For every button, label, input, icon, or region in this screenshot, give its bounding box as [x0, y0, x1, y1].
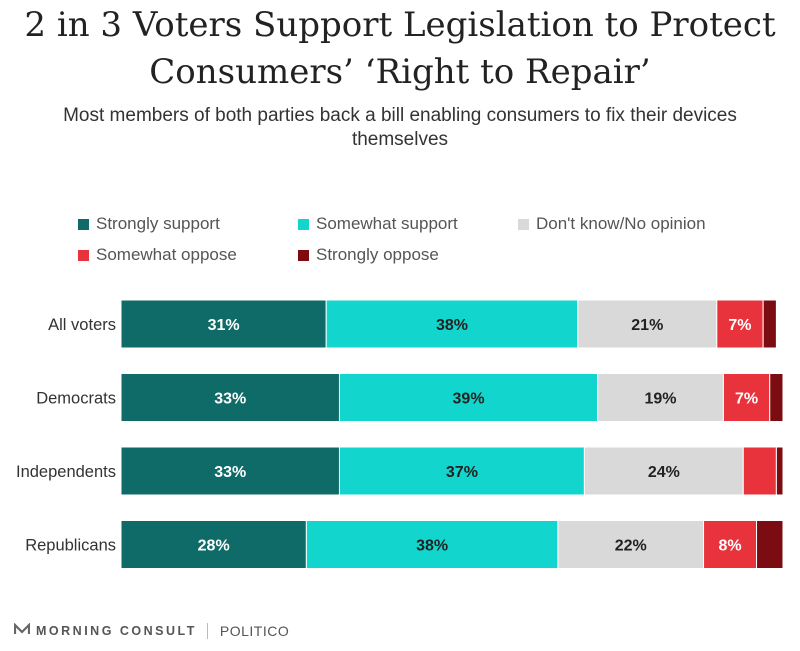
chart-title: 2 in 3 Voters Support Legislation to Pro… — [0, 2, 800, 96]
data-label: 38% — [436, 317, 468, 334]
legend-swatch-somewhat-support — [298, 219, 309, 230]
legend-label: Somewhat support — [316, 214, 458, 233]
data-label: 39% — [453, 391, 485, 408]
morning-consult-logo-icon — [13, 622, 31, 640]
bar-segment — [742, 446, 777, 496]
legend-swatch-strongly-oppose — [298, 250, 309, 261]
legend-item-somewhat-oppose: Somewhat oppose — [78, 245, 237, 265]
data-label: 38% — [416, 538, 448, 555]
bar-segment — [305, 520, 559, 569]
legend-item-dont-know: Don't know/No opinion — [518, 214, 706, 234]
legend-label: Don't know/No opinion — [536, 214, 706, 233]
bar-segment — [557, 520, 705, 569]
bar-segment — [762, 299, 777, 349]
bar-segment — [120, 373, 340, 422]
bar-segment — [120, 520, 307, 569]
stacked-bar-chart: All voters 31% 38% 21% 7% Democrats 33% 39% 19% 7… — [16, 299, 784, 569]
data-label: 8% — [718, 538, 741, 555]
data-label: 24% — [648, 464, 680, 481]
legend-label: Somewhat oppose — [96, 245, 237, 264]
data-label: 21% — [631, 317, 663, 334]
chart-subtitle-line-1: Most members of both parties back a bill… — [63, 105, 737, 126]
chart-subtitle-line-2: themselves — [351, 129, 449, 150]
bar-segment — [583, 446, 744, 496]
legend-swatch-somewhat-oppose — [78, 250, 89, 261]
legend-label: Strongly oppose — [316, 245, 439, 264]
data-label: 33% — [214, 464, 246, 481]
category-label: Republicans — [25, 537, 116, 555]
bar-segment — [577, 299, 718, 349]
data-label: 19% — [645, 391, 677, 408]
category-label: All voters — [48, 316, 116, 334]
bar-segment — [325, 299, 579, 349]
legend-item-strongly-support: Strongly support — [78, 214, 220, 234]
bar-segment — [722, 373, 771, 422]
legend-label: Strongly support — [96, 214, 220, 233]
bar-segment — [120, 446, 340, 496]
data-label: 31% — [208, 317, 240, 334]
morning-consult-label: MORNING CONSULT — [36, 624, 197, 638]
data-label: 22% — [615, 538, 647, 555]
bar-segment — [597, 373, 724, 422]
politico-label: POLITICO — [219, 623, 290, 639]
data-label: 33% — [214, 391, 246, 408]
data-label: 7% — [735, 391, 758, 408]
bar-segment — [756, 520, 784, 569]
legend-item-strongly-oppose: Strongly oppose — [298, 245, 439, 265]
chart-title-line-1: 2 in 3 Voters Support Legislation to Pro… — [24, 5, 776, 45]
legend-swatch-dont-know — [518, 219, 529, 230]
data-label: 7% — [728, 317, 751, 334]
bar-segment — [716, 299, 764, 349]
chart-subtitle: Most members of both parties back a bill… — [0, 104, 800, 152]
bar-segment — [775, 446, 784, 496]
chart-title-line-2: Consumers’ ‘Right to Repair’ — [149, 52, 651, 92]
category-label: Democrats — [36, 390, 116, 408]
data-label: 28% — [198, 538, 230, 555]
bar-segment — [769, 373, 784, 422]
footer-divider — [206, 623, 208, 639]
bar-segment — [338, 446, 585, 496]
legend-item-somewhat-support: Somewhat support — [298, 214, 458, 234]
category-label: Independents — [16, 463, 116, 481]
data-label: 37% — [446, 464, 478, 481]
footer-sources: MORNING CONSULT POLITICO — [13, 622, 290, 640]
legend-swatch-strongly-support — [78, 219, 89, 230]
bar-segment — [338, 373, 599, 422]
bar-segment — [703, 520, 758, 569]
